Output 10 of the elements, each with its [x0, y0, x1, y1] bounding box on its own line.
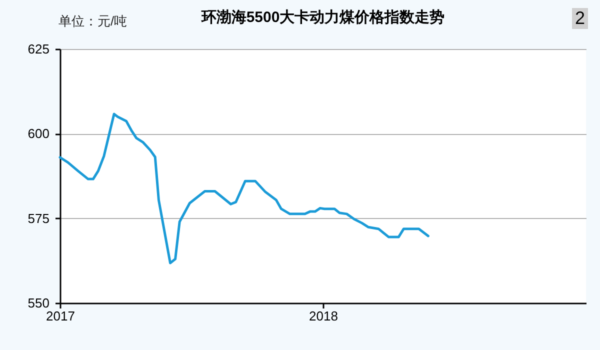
- y-tick-label: 625: [28, 42, 50, 56]
- y-tick-label: 550: [28, 296, 50, 310]
- y-tick-label: 600: [28, 126, 50, 142]
- text: 2: [572, 8, 588, 29]
- x-tick-label: 2018: [309, 308, 338, 324]
- y-axis-title: 单位：元/吨: [58, 14, 128, 28]
- y-tick-label: 575: [28, 210, 50, 226]
- chart-title: 环渤海5500大卡动力煤价格指数走势: [201, 9, 445, 26]
- x-tick-label: 2017: [46, 308, 75, 324]
- line-series: [58, 112, 430, 264]
